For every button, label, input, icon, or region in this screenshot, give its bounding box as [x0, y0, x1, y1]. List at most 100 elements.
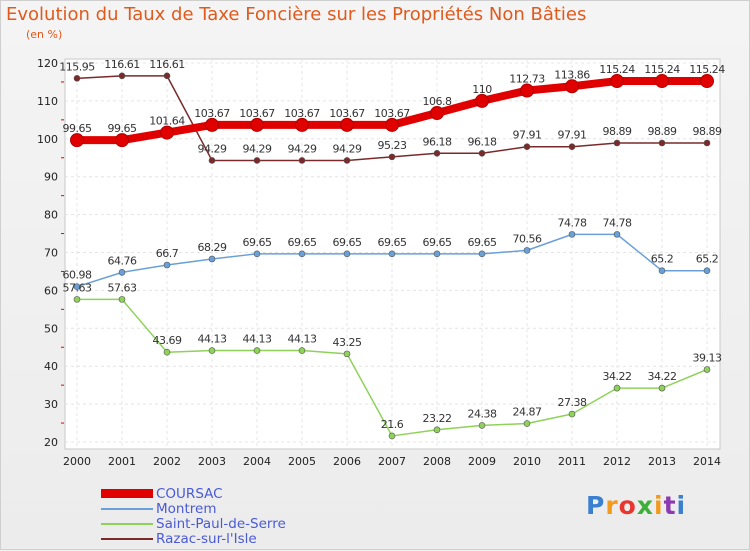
data-point [208, 347, 216, 354]
data-point [568, 410, 576, 418]
legend-item: Montrem [101, 501, 286, 517]
data-label: 24.38 [468, 407, 497, 420]
data-label: 103.67 [194, 107, 230, 120]
data-label: 94.29 [333, 142, 362, 155]
x-tick-label: 2013 [648, 455, 676, 468]
x-tick-label: 2007 [378, 455, 406, 468]
data-point [208, 255, 216, 263]
data-point [253, 157, 261, 164]
data-label: 69.65 [378, 236, 407, 249]
x-tick-label: 2005 [288, 455, 316, 468]
legend-swatch [101, 489, 153, 498]
data-label: 74.78 [603, 216, 632, 229]
data-point [343, 350, 351, 358]
y-tick-label: 90 [44, 171, 58, 184]
legend-swatch [101, 507, 153, 510]
data-label: 98.89 [648, 125, 677, 138]
data-label: 96.18 [468, 135, 497, 148]
x-tick-label: 2003 [198, 455, 226, 468]
data-point [568, 231, 576, 238]
data-point [388, 432, 396, 440]
data-point [388, 153, 396, 161]
data-point [658, 267, 666, 274]
data-label: 103.67 [374, 107, 410, 120]
data-point [520, 83, 534, 98]
data-label: 69.65 [243, 236, 272, 249]
legend: COURSAC Montrem Saint-Paul-de-Serre Razac-s… [101, 486, 286, 547]
data-label: 57.63 [108, 281, 137, 294]
data-point [613, 139, 621, 147]
data-label: 103.67 [239, 107, 275, 120]
data-point [340, 117, 354, 132]
data-point [253, 347, 261, 354]
y-tick-label: 110 [37, 95, 58, 108]
data-label: 112.73 [509, 73, 545, 86]
data-label: 99.65 [108, 122, 137, 135]
data-label: 44.13 [198, 333, 227, 346]
x-tick-label: 2006 [333, 455, 361, 468]
data-label: 115.24 [644, 63, 680, 76]
data-point [115, 133, 129, 148]
data-point [700, 74, 714, 89]
data-point [565, 79, 579, 94]
x-tick-label: 2008 [423, 455, 451, 468]
data-point [523, 420, 531, 427]
x-tick-label: 2012 [603, 455, 631, 468]
logo-letter: i [676, 491, 687, 520]
data-label: 98.89 [693, 125, 722, 138]
y-tick-label: 40 [44, 360, 58, 373]
data-point [388, 250, 396, 258]
data-point [475, 93, 489, 108]
chart-title: Evolution du Taux de Taxe Foncière sur l… [6, 4, 587, 25]
data-point [568, 143, 576, 151]
data-point [433, 149, 441, 157]
x-tick-label: 2004 [243, 455, 271, 468]
data-point [523, 143, 531, 151]
data-label: 110 [472, 83, 492, 96]
data-label: 96.18 [423, 135, 452, 148]
data-label: 23.22 [423, 412, 452, 425]
data-point [658, 384, 666, 392]
data-label: 106.8 [423, 95, 452, 108]
data-point [343, 250, 351, 258]
data-label: 98.89 [603, 125, 632, 138]
y-tick-label: 80 [44, 209, 58, 222]
data-label: 43.69 [153, 334, 182, 347]
data-point [703, 267, 711, 274]
data-label: 69.65 [468, 236, 497, 249]
data-label: 69.65 [333, 236, 362, 249]
logo-letter: t [663, 491, 677, 520]
y-tick-label: 30 [44, 398, 58, 411]
data-point [478, 422, 486, 429]
proxiti-logo: Proxiti [586, 491, 686, 520]
data-point [163, 348, 171, 356]
x-tick-label: 2002 [153, 455, 181, 468]
y-tick-label: 120 [37, 57, 58, 70]
logo-letter: r [605, 491, 619, 520]
data-label: 69.65 [423, 236, 452, 249]
data-point [703, 139, 711, 147]
data-label: 21.6 [381, 418, 404, 431]
x-tick-label: 2014 [693, 455, 721, 468]
data-label: 95.23 [378, 139, 407, 152]
data-point [118, 296, 126, 303]
logo-letter: x [636, 491, 654, 520]
data-point [613, 384, 621, 392]
data-label: 34.22 [648, 370, 677, 383]
y-tick-label: 20 [44, 436, 58, 449]
data-point [298, 347, 306, 354]
data-label: 43.25 [333, 336, 362, 349]
x-tick-label: 2001 [108, 455, 136, 468]
data-label: 44.13 [243, 333, 272, 346]
data-point [655, 74, 669, 89]
data-point [298, 250, 306, 258]
data-label: 44.13 [288, 333, 317, 346]
logo-letter: P [586, 491, 606, 520]
data-point [433, 250, 441, 258]
y-tick-label: 50 [44, 322, 58, 335]
data-point [478, 250, 486, 258]
data-point [73, 296, 81, 303]
data-label: 24.87 [513, 406, 542, 419]
